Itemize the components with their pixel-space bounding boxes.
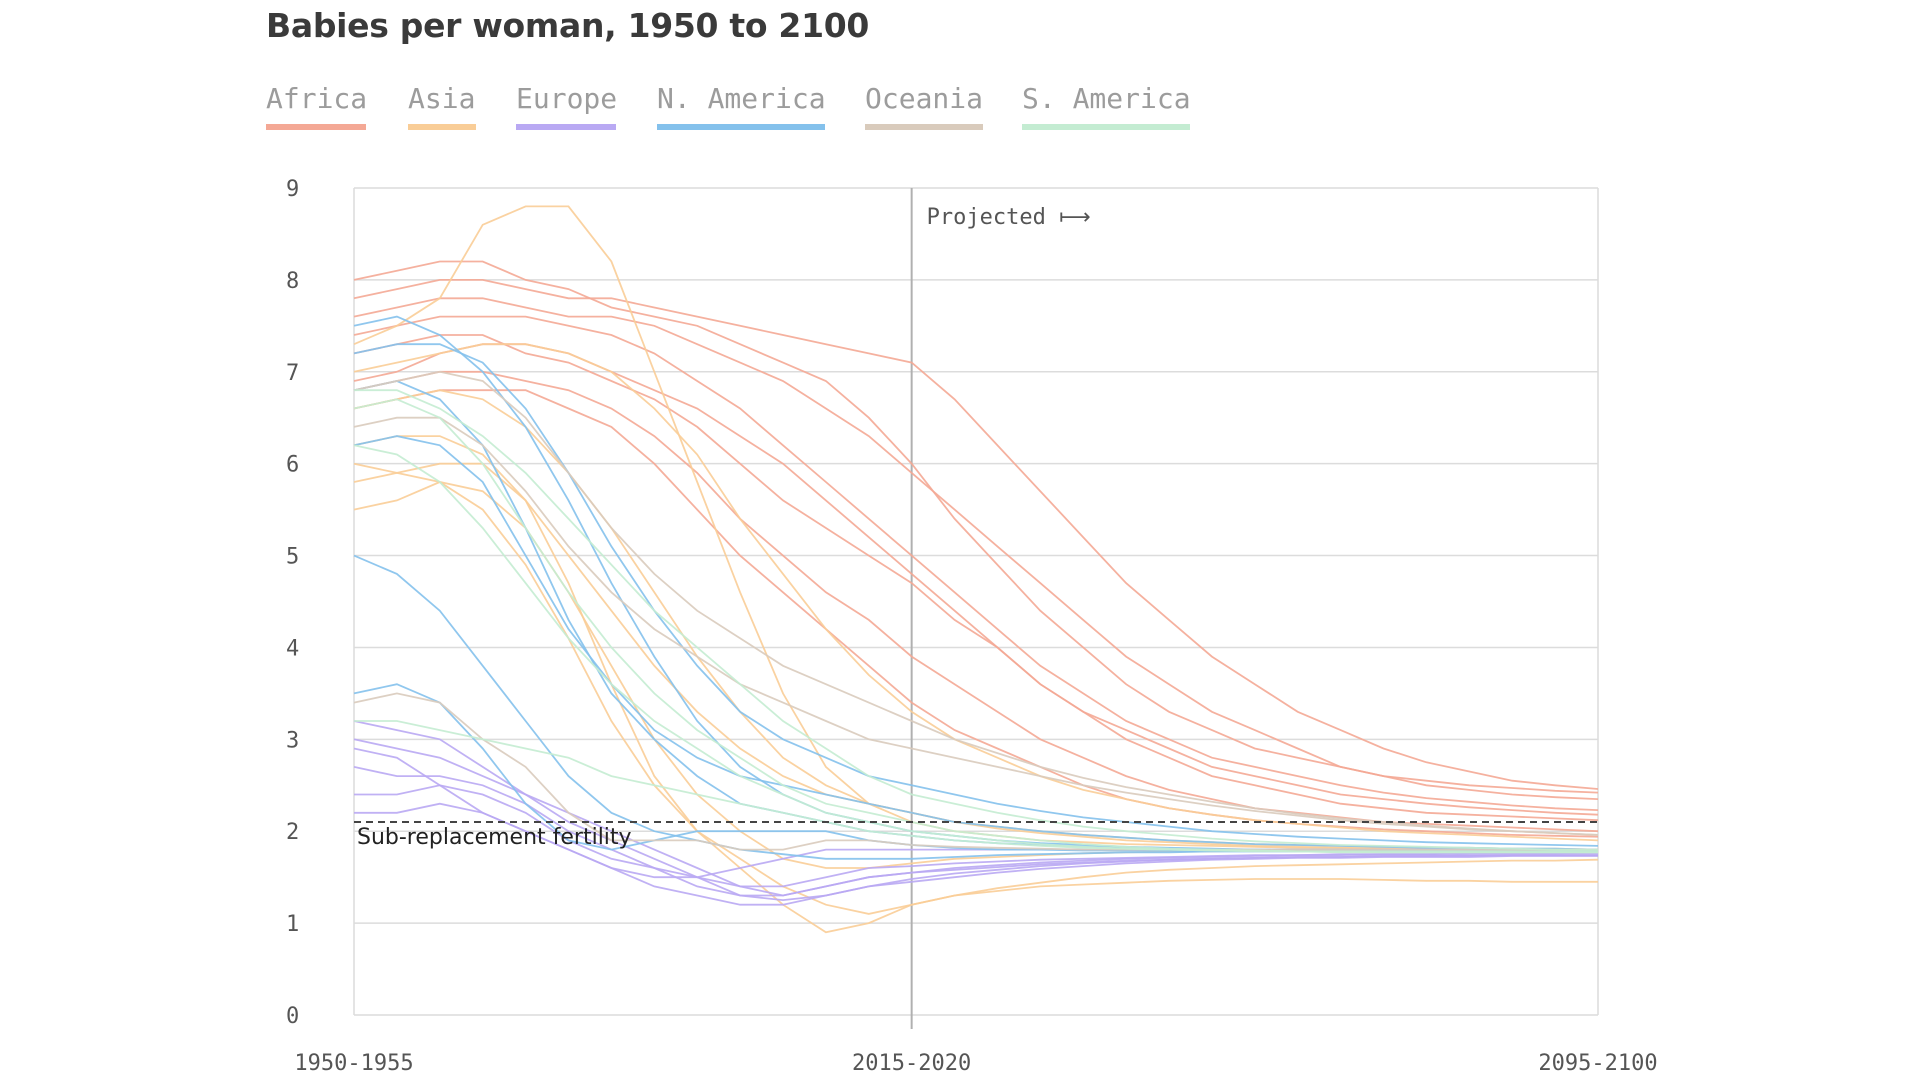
y-tick-label: 4 (286, 636, 299, 661)
legend-item-label: S. America (1022, 82, 1191, 115)
series-line (353, 747, 1598, 906)
projection-label: Projected ⟼ (927, 205, 1091, 230)
y-tick-label: 9 (286, 177, 299, 202)
series-line (353, 279, 1599, 790)
y-tick-label: 2 (286, 820, 299, 845)
legend-item-label: Europe (516, 82, 618, 115)
legend-swatch (657, 124, 825, 130)
series-line (353, 435, 1599, 851)
legend-swatch (1022, 124, 1190, 130)
y-tick-label: 7 (286, 361, 299, 386)
series-line (354, 720, 1598, 853)
series-line (353, 389, 1599, 838)
y-tick-label: 0 (286, 1004, 299, 1029)
reference-line-label: Sub-replacement fertility (357, 825, 632, 850)
y-tick-label: 5 (286, 545, 299, 570)
legend-item-label: Asia (408, 82, 476, 115)
legend-swatch (865, 124, 983, 130)
y-tick-label: 3 (286, 728, 299, 753)
legend-item-label: Africa (266, 82, 368, 115)
series-line (353, 462, 1598, 852)
series-line (353, 343, 1599, 842)
series-line (353, 692, 1598, 851)
series-line (353, 481, 1598, 869)
x-tick-label: 2015-2020 (852, 1051, 971, 1076)
series-line (353, 398, 1598, 854)
x-tick-label: 2095-2100 (1538, 1051, 1657, 1076)
legend-swatch (408, 124, 476, 130)
series-line (353, 462, 1599, 934)
series-line (354, 389, 1598, 851)
series-line (353, 334, 1599, 822)
series-group (353, 205, 1599, 934)
series-line (354, 784, 1598, 888)
series-line (353, 444, 1598, 854)
series-line (353, 297, 1599, 800)
legend-item-label: N. America (657, 82, 826, 115)
chart-title: Babies per woman, 1950 to 2100 (266, 6, 870, 45)
y-tick-label: 1 (286, 912, 299, 937)
x-tick-label: 1950-1955 (294, 1051, 413, 1076)
legend-swatch (516, 124, 616, 130)
legend-item-label: Oceania (865, 82, 984, 115)
series-line (353, 315, 1599, 811)
legend-swatch (266, 124, 366, 130)
y-tick-label: 6 (286, 453, 299, 478)
series-line (353, 720, 1598, 902)
series-line (353, 343, 1599, 847)
y-tick-label: 8 (286, 269, 299, 294)
series-line (353, 343, 1599, 816)
series-line (353, 435, 1598, 915)
series-line (353, 389, 1599, 851)
series-line (353, 416, 1599, 836)
